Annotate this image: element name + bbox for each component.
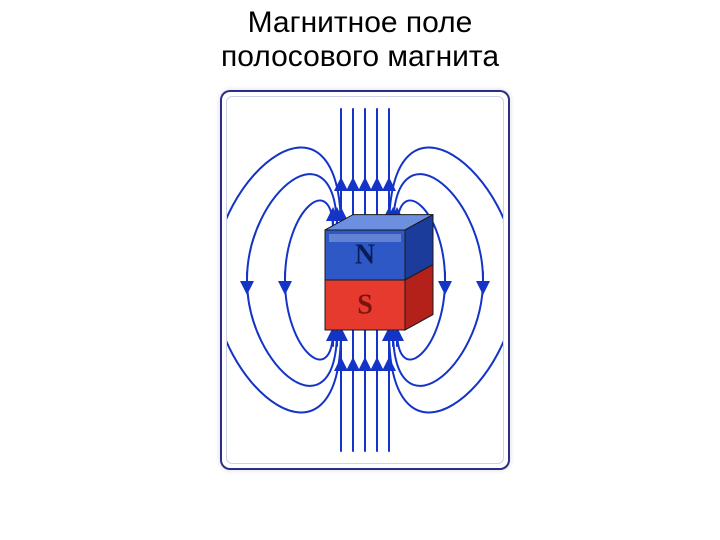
figure-canvas: NS bbox=[226, 96, 504, 464]
figure-frame: NS bbox=[220, 90, 510, 470]
bar-magnet-diagram: NS bbox=[227, 97, 503, 463]
svg-text:N: N bbox=[355, 239, 375, 270]
title-line-1: Магнитное поле bbox=[0, 6, 720, 40]
svg-text:S: S bbox=[357, 289, 373, 320]
title-line-2: полосового магнита bbox=[0, 40, 720, 74]
page-title: Магнитное поле полосового магнита bbox=[0, 6, 720, 73]
slide: Магнитное поле полосового магнита NS bbox=[0, 0, 720, 540]
